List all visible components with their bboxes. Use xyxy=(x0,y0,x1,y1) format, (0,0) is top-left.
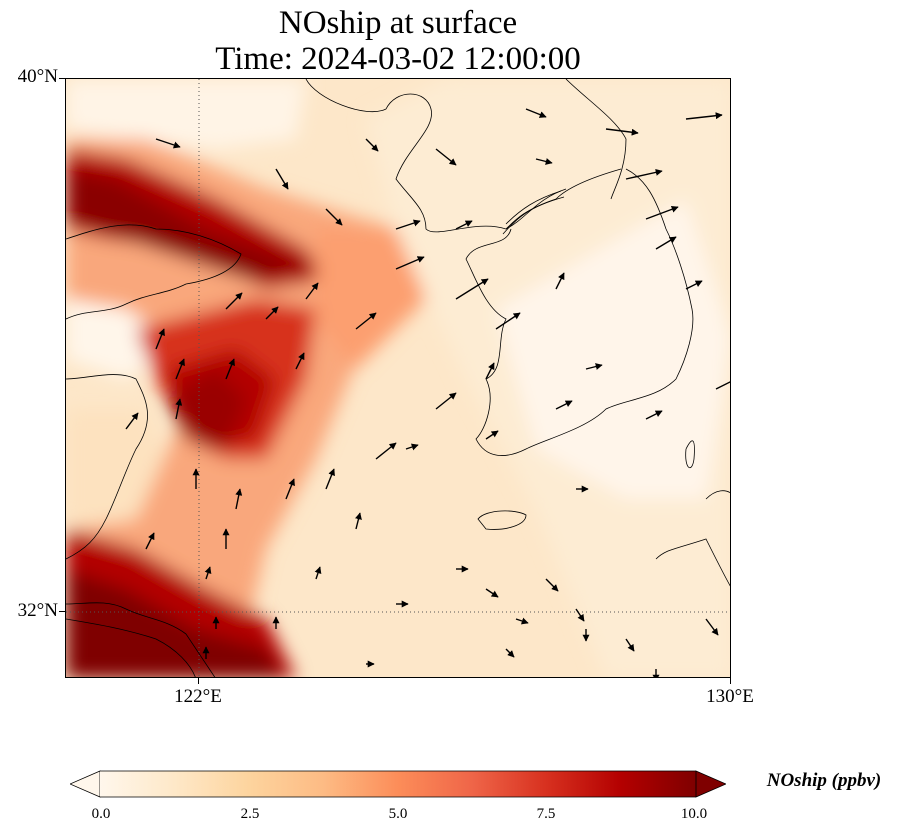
colorbar-tick-0: 0.0 xyxy=(91,806,111,822)
wind-arrow xyxy=(325,468,335,490)
lon-tick-122e xyxy=(198,678,199,684)
wind-arrow xyxy=(525,108,547,118)
wind-arrow xyxy=(285,478,295,500)
wind-arrow xyxy=(175,398,183,420)
lat-tick-40n xyxy=(59,78,65,79)
wind-arrow xyxy=(204,566,212,580)
map-canvas xyxy=(66,79,730,677)
colorbar-gradient xyxy=(100,771,696,797)
wind-arrow xyxy=(305,282,319,300)
wind-arrow xyxy=(625,638,635,652)
wind-arrow xyxy=(275,168,289,190)
wind-arrow xyxy=(605,128,639,136)
wind-arrow xyxy=(685,112,723,120)
wind-arrow xyxy=(435,148,457,166)
wind-arrow xyxy=(155,138,181,149)
wind-arrow xyxy=(355,312,377,330)
colorbar-tick-3: 7.5 xyxy=(536,806,556,822)
wind-arrow xyxy=(485,362,495,380)
colorbar-extend-max xyxy=(695,770,726,798)
wind-arrow xyxy=(575,608,585,622)
wind-arrow xyxy=(325,208,343,226)
lat-label-32n: 32°N xyxy=(17,600,58,621)
wind-arrow xyxy=(455,220,473,230)
wind-arrow xyxy=(225,292,243,310)
map-title-line2: Time: 2024-03-02 12:00:00 xyxy=(215,41,581,77)
lon-label-122e: 122°E xyxy=(174,686,222,707)
coastlines xyxy=(66,79,730,677)
wind-arrow xyxy=(545,578,559,592)
wind-arrow xyxy=(365,138,379,152)
wind-arrow xyxy=(535,158,553,165)
wind-arrow xyxy=(235,488,243,510)
colorbar-tick-1: 2.5 xyxy=(240,806,260,822)
wind-arrow xyxy=(645,410,663,420)
wind-arrow xyxy=(705,618,719,636)
wind-arrow xyxy=(355,512,362,530)
wind-arrow xyxy=(485,430,499,440)
wind-arrow xyxy=(395,219,421,230)
wind-arrow xyxy=(314,566,322,580)
wind-arrow xyxy=(225,358,235,380)
colorbar-extend-min xyxy=(70,770,101,798)
wind-arrow xyxy=(655,236,677,250)
wind-arrow xyxy=(625,168,663,180)
wind-arrow xyxy=(645,205,679,220)
wind-arrow xyxy=(585,363,603,370)
wind-arrow xyxy=(405,443,419,451)
lat-label-40n: 40°N xyxy=(17,66,58,87)
wind-arrow xyxy=(295,352,305,370)
map-panel xyxy=(65,78,731,678)
lon-label-130e: 130°E xyxy=(706,686,754,707)
colorbar-tick-4: 10.0 xyxy=(680,806,708,822)
wind-arrow xyxy=(515,617,529,625)
wind-arrow xyxy=(685,280,703,290)
wind-arrow xyxy=(485,588,499,598)
lat-tick-32n xyxy=(59,611,65,612)
wind-arrow xyxy=(175,358,185,380)
map-title-line1: NOship at surface xyxy=(278,5,518,41)
wind-arrow xyxy=(155,328,165,350)
wind-arrow xyxy=(555,272,565,290)
wind-arrow xyxy=(125,412,139,430)
colorbar-label: NOship (ppbv) xyxy=(766,770,882,791)
wind-arrow xyxy=(505,648,515,658)
colorbar xyxy=(70,770,726,798)
wind-arrow xyxy=(145,532,155,550)
wind-arrow xyxy=(435,392,457,410)
wind-arrow xyxy=(555,400,573,410)
lon-tick-130e xyxy=(730,678,731,684)
wind-vectors xyxy=(125,108,730,677)
wind-arrow xyxy=(455,278,489,300)
wind-arrow xyxy=(375,442,397,460)
wind-arrow xyxy=(715,381,730,390)
wind-arrow xyxy=(495,312,521,330)
wind-arrow xyxy=(265,306,279,320)
colorbar-tick-2: 5.0 xyxy=(388,806,408,822)
wind-arrow xyxy=(395,256,425,270)
